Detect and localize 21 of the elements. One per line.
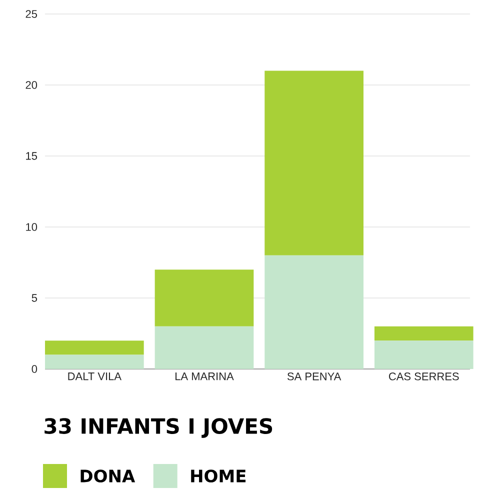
text: 33 INFANTS I JOVES: [44, 418, 272, 438]
x-tick-label: SA PENYA: [287, 372, 342, 380]
y-tick-label: 25: [26, 10, 38, 18]
x-tick-label: LA MARINA: [176, 372, 234, 380]
bar: [374, 340, 474, 369]
legend-label: HOME: [191, 470, 246, 482]
bar: [374, 326, 474, 341]
x-tick-label: DALT VILA: [68, 372, 122, 380]
bar: [154, 326, 254, 369]
bar: [154, 270, 254, 326]
y-tick-label: 10: [26, 223, 38, 231]
bar: [45, 340, 144, 355]
legend-label: DONA: [80, 470, 136, 482]
bar: [45, 354, 144, 369]
x-tick-label: CAS SERRES: [388, 372, 459, 380]
bar: [264, 255, 364, 369]
y-tick-label: 5: [32, 294, 38, 302]
y-tick-label: 20: [26, 81, 38, 89]
bar: [264, 70, 364, 256]
y-tick-label: 0: [32, 365, 38, 373]
y-tick-label: 15: [26, 152, 38, 160]
